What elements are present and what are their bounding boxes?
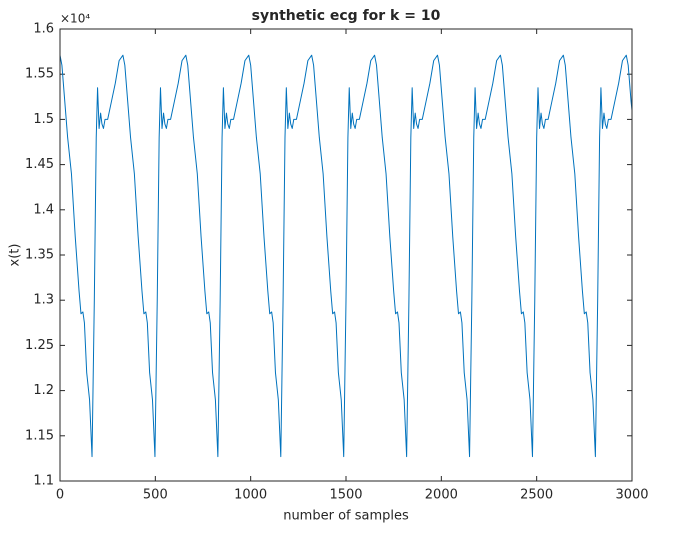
x-tick-label: 2500 bbox=[520, 488, 553, 503]
y-tick-label: 1.25 bbox=[25, 338, 54, 353]
x-tick-label: 3000 bbox=[615, 488, 648, 503]
x-tick-label: 2000 bbox=[425, 488, 458, 503]
y-tick-label: 1.35 bbox=[25, 248, 54, 263]
x-tick-label: 500 bbox=[143, 488, 168, 503]
chart-title: synthetic ecg for k = 10 bbox=[252, 8, 441, 24]
x-tick-label: 0 bbox=[56, 488, 64, 503]
y-axis-label: x(t) bbox=[8, 244, 23, 267]
y-tick-label: 1.6 bbox=[33, 22, 54, 37]
y-tick-label: 1.1 bbox=[33, 474, 54, 489]
y-multiplier: ×10⁴ bbox=[60, 12, 90, 26]
plot-frame bbox=[59, 28, 633, 482]
y-tick-label: 1.2 bbox=[33, 383, 54, 398]
y-tick-label: 1.4 bbox=[33, 202, 54, 217]
x-tick-label: 1000 bbox=[234, 488, 267, 503]
x-axis-label: number of samples bbox=[283, 509, 409, 524]
y-tick-label: 1.45 bbox=[25, 157, 54, 172]
y-tick-label: 1.15 bbox=[25, 428, 54, 443]
data-line bbox=[59, 54, 633, 458]
y-tick-label: 1.55 bbox=[25, 67, 54, 82]
y-tick-label: 1.3 bbox=[33, 293, 54, 308]
x-tick-label: 1500 bbox=[329, 488, 362, 503]
y-tick-label: 1.5 bbox=[33, 112, 54, 127]
